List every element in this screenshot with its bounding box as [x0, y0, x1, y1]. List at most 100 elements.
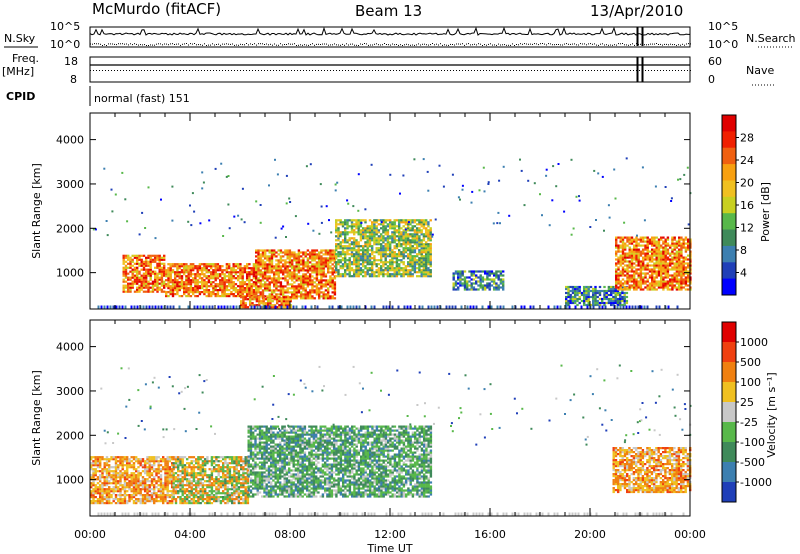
echo-cell — [364, 221, 367, 224]
echo-cell — [673, 262, 676, 265]
echo-cell — [165, 269, 168, 272]
echo-cell — [241, 279, 244, 282]
nsearch-point — [358, 45, 359, 46]
echo-cell — [203, 293, 206, 296]
echo-cell — [234, 273, 238, 276]
nsearch-point — [424, 43, 425, 45]
echo-cell — [169, 281, 172, 284]
echo-cell — [619, 280, 622, 283]
echo-cell — [136, 254, 139, 257]
echo-cell — [616, 293, 620, 297]
echo-cell — [228, 295, 231, 298]
echo-cell — [329, 255, 332, 258]
echo-cell — [678, 264, 681, 267]
echo-cell — [619, 295, 622, 299]
echo-cell — [657, 238, 661, 241]
echo-cell — [180, 265, 184, 268]
echo-cell — [156, 266, 159, 269]
echo-cell — [628, 250, 631, 253]
echo-cell — [429, 227, 432, 230]
echo-cell — [386, 269, 390, 272]
echo-cell — [411, 229, 414, 232]
echo-cell — [452, 288, 455, 291]
echo-cell — [122, 270, 125, 273]
nave-point — [399, 70, 400, 71]
echo-cell — [136, 256, 139, 259]
echo-cell — [92, 468, 95, 471]
echo-cell — [346, 247, 349, 250]
nave-point — [525, 70, 526, 71]
echo-cell — [660, 256, 663, 259]
echo-cell — [651, 270, 654, 273]
echo-cell — [212, 263, 215, 266]
echo-cell — [132, 476, 136, 479]
echo-cell — [657, 244, 661, 247]
echo-cell — [389, 219, 392, 222]
echo-cell — [277, 285, 280, 288]
echo-cell — [285, 306, 288, 309]
echo-cell — [364, 241, 367, 244]
echo-cell — [258, 298, 261, 301]
sparse-echo-cell — [523, 204, 526, 207]
echo-cell — [94, 458, 97, 461]
echo-cell — [320, 275, 323, 278]
echo-cell — [666, 268, 670, 271]
echo-cell — [295, 287, 298, 290]
echo-cell — [678, 242, 681, 245]
echo-cell — [279, 265, 283, 268]
echo-cell — [127, 262, 130, 265]
echo-cell — [279, 251, 283, 254]
echo-cell — [96, 466, 100, 469]
y-tick-label: 3000 — [56, 178, 84, 191]
echo-cell — [364, 243, 367, 246]
echo-cell — [642, 248, 645, 251]
echo-cell — [103, 480, 106, 483]
echo-cell — [178, 295, 181, 298]
nsearch-point — [586, 44, 587, 46]
echo-cell — [389, 237, 392, 240]
nsearch-point — [552, 44, 553, 46]
nave-point — [498, 70, 499, 71]
echo-cell — [288, 275, 292, 278]
echo-cell — [357, 273, 360, 276]
echo-cell — [114, 478, 118, 481]
echo-cell — [119, 498, 122, 501]
echo-cell — [309, 261, 312, 264]
echo-cell — [110, 482, 113, 485]
echo-cell — [124, 270, 128, 273]
echo-cell — [135, 476, 138, 479]
echo-cell — [364, 249, 367, 252]
nave-point — [132, 70, 133, 71]
echo-cell — [333, 287, 337, 290]
echo-cell — [389, 251, 392, 254]
echo-cell — [130, 476, 133, 479]
near-range-cell — [448, 305, 451, 310]
echo-cell — [407, 263, 410, 266]
nsearch-point — [644, 44, 645, 46]
echo-cell — [490, 280, 494, 283]
echo-cell — [635, 272, 638, 275]
echo-cell — [99, 480, 102, 483]
echo-cell — [386, 229, 390, 232]
echo-cell — [276, 306, 279, 309]
near-range-cell — [115, 305, 118, 310]
echo-cell — [617, 244, 620, 247]
echo-cell — [567, 295, 570, 299]
echo-cell — [96, 488, 100, 491]
echo-cell — [598, 301, 602, 305]
echo-cell — [94, 496, 97, 499]
echo-cell — [277, 267, 280, 270]
near-range-cell — [574, 305, 577, 310]
echo-cell — [346, 253, 349, 256]
echo-cell — [427, 255, 430, 258]
echo-cell — [624, 242, 627, 245]
sparse-echo-cell — [201, 171, 204, 174]
echo-cell — [223, 279, 226, 282]
echo-cell — [400, 267, 403, 270]
echo-cell — [129, 286, 132, 289]
echo-cell — [232, 283, 235, 286]
echo-cell — [375, 233, 378, 236]
echo-cell — [96, 470, 100, 473]
echo-cell — [147, 260, 150, 263]
echo-cell — [243, 267, 247, 270]
